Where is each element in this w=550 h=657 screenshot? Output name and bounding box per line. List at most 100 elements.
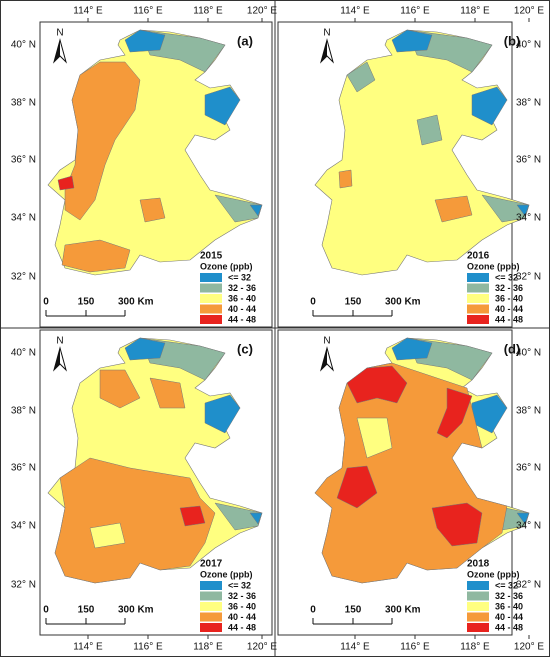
region (436, 387, 473, 439)
region (516, 204, 530, 217)
legend-swatch (467, 612, 489, 622)
region (204, 86, 241, 126)
region (346, 61, 376, 93)
lon-label: 116° E (400, 642, 430, 653)
lat-label: 40° N (516, 348, 541, 359)
legend-label: 36 - 40 (228, 293, 256, 303)
lon-label: 114° E (340, 6, 370, 17)
lat-label: 36° N (516, 463, 541, 474)
lon-label: 118° E (193, 642, 223, 653)
region (431, 502, 483, 547)
scale-label: 300 Km (385, 605, 421, 616)
legend-label: 32 - 36 (495, 591, 523, 601)
lat-label: 32° N (516, 272, 541, 283)
legend-swatch (200, 623, 222, 632)
lat-label: 34° N (516, 521, 541, 532)
legend-label: 40 - 44 (495, 612, 523, 622)
lat-label: 32° N (11, 580, 36, 591)
north-arrow (321, 348, 327, 370)
lon-label: 116° E (400, 6, 430, 17)
legend-label: 44 - 48 (495, 622, 523, 632)
legend-label: 32 - 36 (228, 591, 256, 601)
legend-label: <= 32 (228, 580, 251, 590)
lat-label: 36° N (11, 155, 36, 166)
legend-label: 40 - 44 (495, 304, 523, 314)
legend-label: <= 32 (228, 272, 251, 282)
map-panel: 114° E 116° E 118° E 120° E 40° N 38° N 36° N 3… (277, 329, 544, 653)
region (124, 337, 166, 361)
lon-label: 118° E (460, 6, 490, 17)
region (516, 512, 530, 525)
lat-label: 38° N (516, 98, 541, 109)
lat-label: 34° N (516, 213, 541, 224)
scale-label: 0 (310, 605, 316, 616)
lon-label: 116° E (133, 6, 163, 17)
legend-swatch (200, 591, 222, 601)
legend-swatch (200, 273, 222, 282)
legend-swatch (467, 283, 489, 293)
scale-label: 300 Km (118, 297, 154, 308)
lat-label: 38° N (11, 98, 36, 109)
region (124, 29, 166, 53)
north-label: N (323, 28, 330, 39)
legend-swatch (467, 591, 489, 601)
north-arrow (54, 348, 60, 370)
region (338, 169, 353, 189)
scale-label: 150 (345, 297, 362, 308)
legend-swatch (200, 602, 222, 611)
legend-label: 32 - 36 (228, 283, 256, 293)
legend-label: 44 - 48 (228, 314, 256, 324)
lon-label: 116° E (133, 642, 163, 653)
region (61, 239, 131, 273)
legend-swatch (200, 294, 222, 303)
legend-label: 40 - 44 (228, 612, 256, 622)
lon-label: 120° E (514, 6, 544, 17)
region (57, 175, 75, 191)
scale-label: 0 (310, 297, 316, 308)
legend-swatch (200, 283, 222, 293)
lon-label: 114° E (340, 642, 370, 653)
lon-label: 120° E (247, 642, 277, 653)
legend-year: 2017 (200, 559, 223, 570)
scale-label: 150 (78, 605, 95, 616)
north-arrow (54, 40, 60, 62)
lat-label: 32° N (516, 580, 541, 591)
legend-title: Ozone (ppb) (467, 261, 520, 271)
legend-swatch (467, 294, 489, 303)
legend-swatch (467, 304, 489, 314)
legend-label: 32 - 36 (495, 283, 523, 293)
lat-label: 36° N (11, 463, 36, 474)
panel-label: (d) (504, 341, 521, 356)
legend-title: Ozone (ppb) (467, 569, 520, 579)
scale-label: 150 (78, 297, 95, 308)
north-label: N (56, 336, 63, 347)
region (471, 86, 508, 126)
legend-label: <= 32 (495, 272, 518, 282)
scale-label: 300 Km (385, 297, 421, 308)
legend-swatch (200, 612, 222, 622)
lat-label: 34° N (11, 521, 36, 532)
scale-label: 0 (43, 605, 49, 616)
legend-title: Ozone (ppb) (200, 569, 253, 579)
region (416, 114, 443, 146)
lon-label: 114° E (73, 642, 103, 653)
lat-label: 40° N (11, 348, 36, 359)
lon-label: 118° E (193, 6, 223, 17)
north-label: N (323, 336, 330, 347)
region (64, 61, 141, 221)
region (139, 197, 166, 223)
region (356, 417, 393, 459)
lat-label: 40° N (516, 40, 541, 51)
legend-swatch (467, 581, 489, 590)
panel-label: (b) (504, 33, 521, 48)
lat-label: 34° N (11, 213, 36, 224)
north-arrow (321, 40, 327, 62)
map-panel: 114° E 116° E 118° E 120° E 40° N 38° N 36° N 3… (11, 329, 277, 653)
legend-swatch (467, 602, 489, 611)
region (249, 204, 263, 217)
lon-label: 120° E (514, 642, 544, 653)
legend-year: 2018 (467, 559, 490, 570)
region (54, 457, 216, 584)
region (89, 522, 126, 549)
